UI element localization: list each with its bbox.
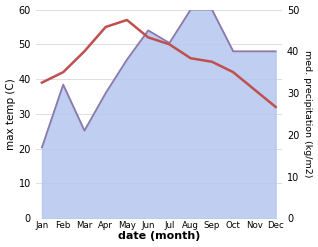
Y-axis label: med. precipitation (kg/m2): med. precipitation (kg/m2) (303, 50, 313, 178)
Y-axis label: max temp (C): max temp (C) (5, 78, 16, 150)
X-axis label: date (month): date (month) (118, 231, 200, 242)
